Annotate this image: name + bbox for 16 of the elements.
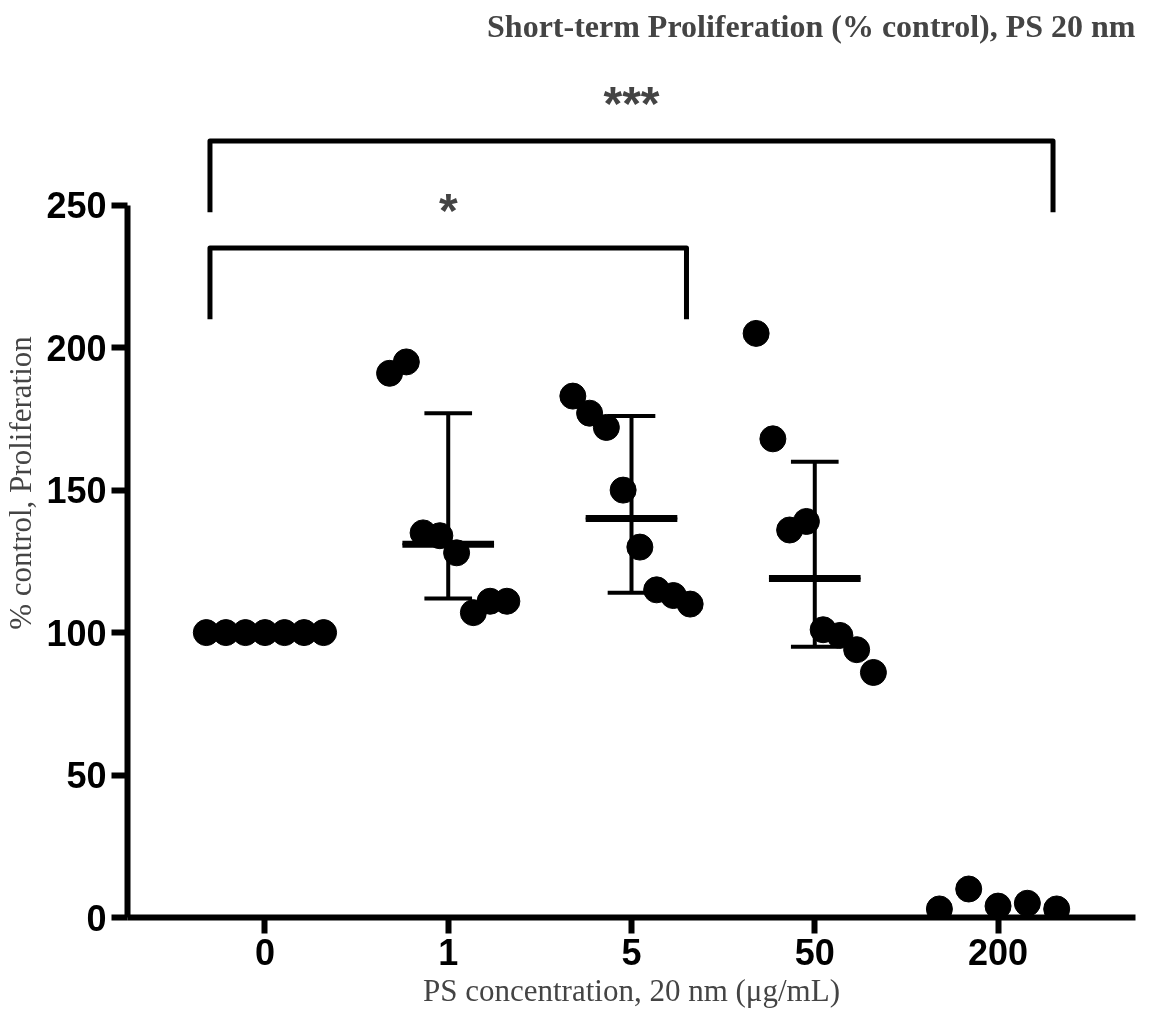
annotation: * [438,183,458,237]
y-tick-label: 100 [46,612,107,654]
text: *** [603,76,660,130]
y-axis-title: % control, Proliferation [3,335,39,630]
x-axis-title: PS concentration, 20 nm (μg/mL) [423,972,840,1008]
x-tick-label: 5 [621,931,642,973]
chart-title: Short-term Proliferation (% control), PS 20 nm [487,7,1136,44]
x-tick-label: 50 [794,931,835,973]
y-tick-label: 0 [86,897,107,939]
y-tick-label: 150 [46,470,107,512]
x-tick-label: 1 [438,931,459,973]
x-tick-label: 200 [968,931,1029,973]
x-tick-label: 0 [254,931,275,973]
y-tick-label: 200 [46,327,107,369]
y-tick-label: 250 [46,185,107,227]
y-tick-label: 50 [66,755,107,797]
